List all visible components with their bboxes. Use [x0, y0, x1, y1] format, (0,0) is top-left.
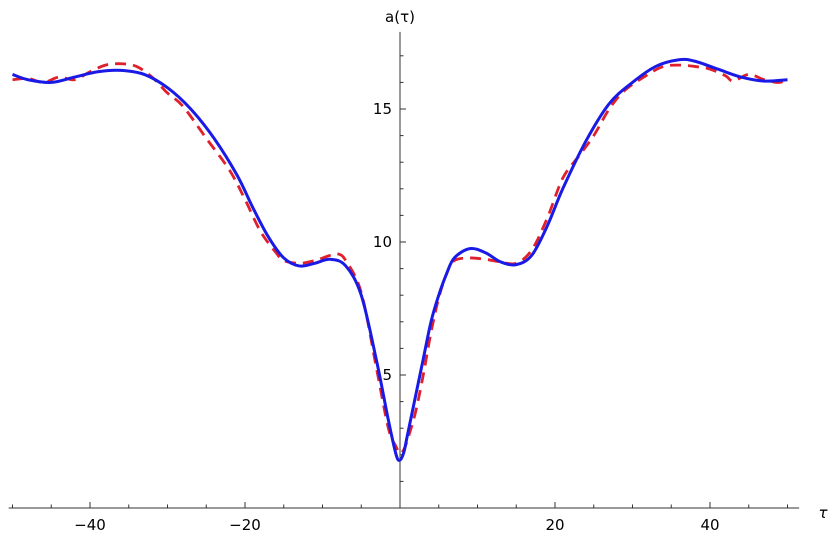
y-tick-label: 15 — [373, 100, 392, 118]
x-tick-label: 40 — [700, 516, 719, 534]
y-axis-label: a(τ) — [385, 8, 415, 26]
x-tick-label: −20 — [229, 516, 261, 534]
y-tick-label: 10 — [373, 233, 392, 251]
axes: −40 −20 20 40 5 10 15 — [8, 31, 800, 534]
solid-series-line — [11, 57, 788, 462]
series-layer — [11, 57, 789, 462]
x-axis-label: τ — [818, 504, 828, 522]
y-tick-label: 5 — [382, 366, 392, 384]
x-tick-label: 20 — [545, 516, 564, 534]
x-tick-label: −40 — [74, 516, 106, 534]
